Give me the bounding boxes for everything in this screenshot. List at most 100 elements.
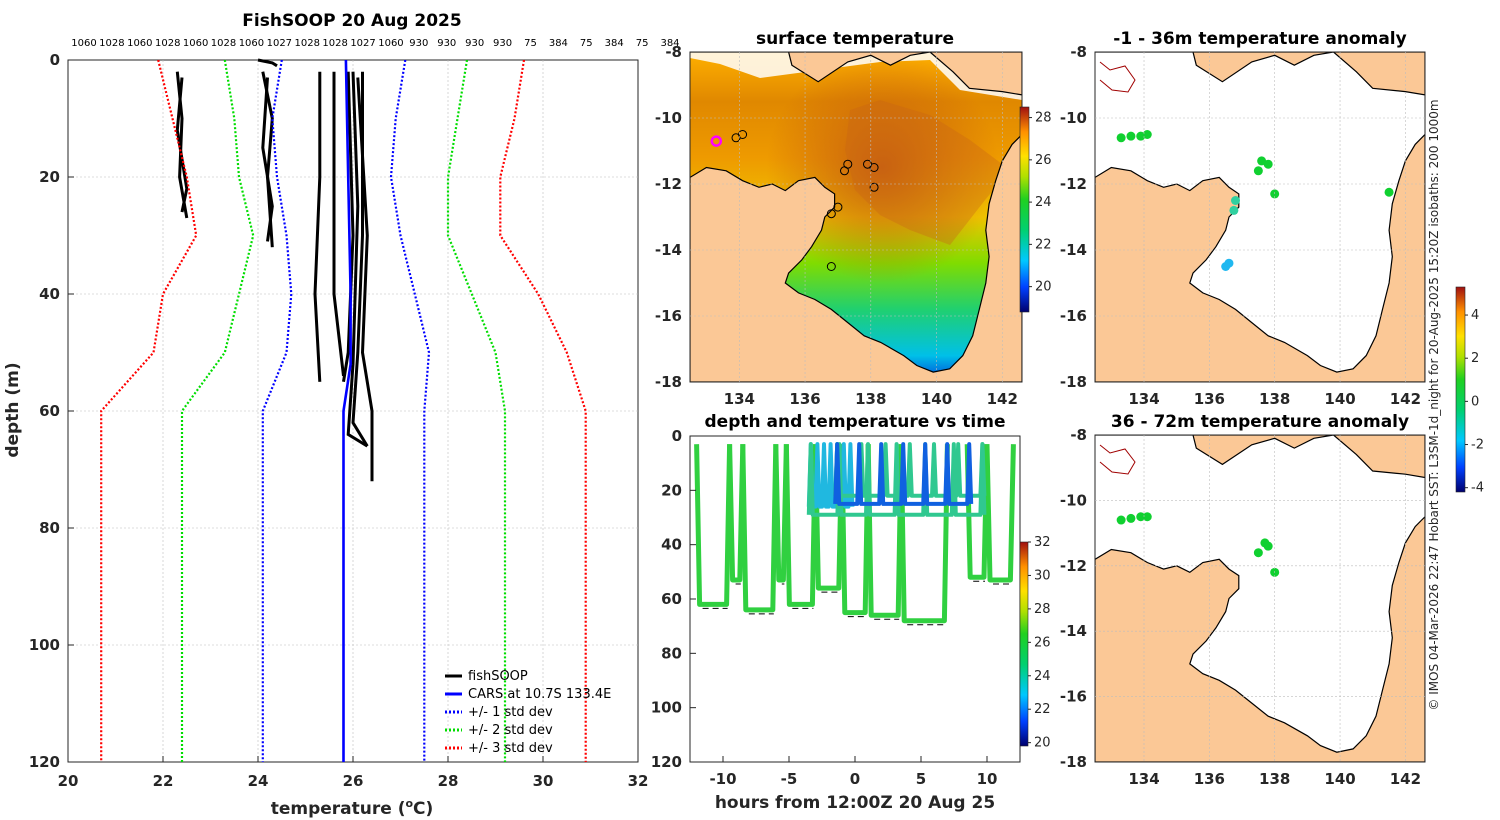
station-marker [839,166,849,176]
anomaly-point [1384,187,1394,197]
map-ytick-label: -10 [1060,491,1087,509]
dvt-data [694,442,1016,626]
anom1-map [1095,52,1425,382]
anom-colorbar-ticks: 4 2 0 -2 -4 [1465,308,1484,496]
map-ytick-label: -10 [1060,109,1087,127]
pressure-tick-label: 1028 [295,38,320,49]
pressure-tick-label: 75 [524,38,537,49]
dvt-ytick-label: 120 [651,753,682,771]
colorbar-tick-label: -4 [1471,481,1484,496]
profile-lines [100,58,587,762]
pressure-tick-label: 384 [605,38,624,49]
sst-map [690,52,1022,382]
fishsoop-profile [175,77,189,213]
map-xtick-label: 134 [1128,770,1159,788]
dive-trace [839,444,871,616]
map-xtick-label: 140 [921,390,952,408]
anom2-title: 36 - 72m temperature anomaly [1111,412,1409,432]
dive-trace [865,444,904,618]
station-marker [869,182,879,192]
map-xtick-label: 142 [987,390,1018,408]
pressure-tick-label: 1027 [267,38,292,49]
profile-xtick-label: 26 [343,772,364,790]
pressure-tick-label: 930 [437,38,456,49]
cars-profile [342,59,352,762]
station-marker [738,130,748,139]
map-ytick-label: -12 [655,175,682,193]
legend-label: +/- 2 std dev [468,723,553,738]
shallow-dive-trace [833,442,974,506]
anomaly-point [1126,513,1136,523]
anom2-ticks: 134 136 138 140 142 -8 -10 -12 -14 -16 -18 [1060,426,1425,788]
pressure-tick-label: 930 [465,38,484,49]
std-dev-left-4 [100,59,198,762]
anom2-map [1095,435,1425,762]
dvt-ytick-label: 0 [672,427,682,445]
anomaly-point [1224,258,1234,268]
map-ytick-label: -14 [655,241,682,259]
profile-xtick-label: 22 [153,772,174,790]
colorbar-tick-label: 24 [1035,195,1052,210]
shallow-dive-trace [806,442,855,509]
dive-trace [694,444,733,607]
profile-xtick-label: 30 [533,772,554,790]
colorbar-tick-label: 32 [1034,535,1051,550]
map-xtick-label: 136 [1194,390,1225,408]
map-ytick-label: -14 [1060,622,1087,640]
map-ytick-label: -18 [655,373,682,391]
pressure-tick-label: 1028 [322,38,347,49]
legend-label: fishSOOP [468,669,528,684]
anomaly-point [1229,205,1239,215]
dvt-colorbar [1019,541,1029,747]
colorbar-tick-label: -2 [1471,438,1484,453]
colorbar-tick-label: 22 [1035,237,1052,252]
fishsoop-profile [356,77,374,482]
map-ytick-label: -16 [1060,307,1087,325]
colorbar-tick-label: 26 [1035,153,1052,168]
pressure-tick-label: 384 [549,38,568,49]
colorbar-tick-label: 4 [1471,308,1479,323]
legend-label: CARS at 10.7S 133.4E [468,687,611,702]
colorbar-tick-label: 26 [1034,635,1051,650]
anomaly-point [1230,196,1240,205]
profile-title: FishSOOP 20 Aug 2025 [242,11,461,31]
map-ytick-label: -16 [1060,688,1087,706]
fishsoop-profile [332,71,345,377]
fishsoop-profile [313,71,322,382]
dive-trace [740,444,779,613]
map-xtick-label: 140 [1324,770,1355,788]
pressure-tick-label: 1060 [71,38,96,49]
dvt-xtick-label: -5 [781,770,798,788]
map-ytick-label: -8 [665,43,682,61]
map-xtick-label: 142 [1390,770,1421,788]
dvt-xtick-label: 10 [977,770,998,788]
sst-ticks: 134 136 138 140 142 -8 -10 -12 -14 -16 -18 [655,43,1022,408]
map-ytick-label: -8 [1070,43,1087,61]
profile-ytick-label: 80 [39,519,60,537]
map-ytick-label: -18 [1060,753,1087,771]
dvt-ytick-label: 100 [651,699,682,717]
colorbar-tick-label: 0 [1471,394,1479,409]
dvt-ytick-label: 40 [661,536,682,554]
profile-xtick-label: 32 [628,772,649,790]
pressure-tick-label: 1028 [155,38,180,49]
fishsoop-profile [346,71,369,448]
anom1-points [1116,130,1394,271]
map-ytick-label: -18 [1060,373,1087,391]
colorbar-tick-label: 20 [1035,280,1052,295]
map-ytick-label: -16 [655,307,682,325]
pressure-tick-label: 1027 [350,38,375,49]
std-dev-left-3 [180,59,255,762]
colorbar-tick-label: 24 [1034,669,1051,684]
station-marker [826,209,836,219]
pressure-tick-label: 1060 [127,38,152,49]
std-dev-right-2 [389,59,431,762]
station-marker [869,163,879,172]
anom-colorbar [1455,286,1466,493]
pressure-tick-label: 1060 [378,38,403,49]
colorbar-tick-label: 28 [1034,602,1051,617]
map-xtick-label: 134 [1128,390,1159,408]
map-xtick-label: 138 [1259,390,1290,408]
